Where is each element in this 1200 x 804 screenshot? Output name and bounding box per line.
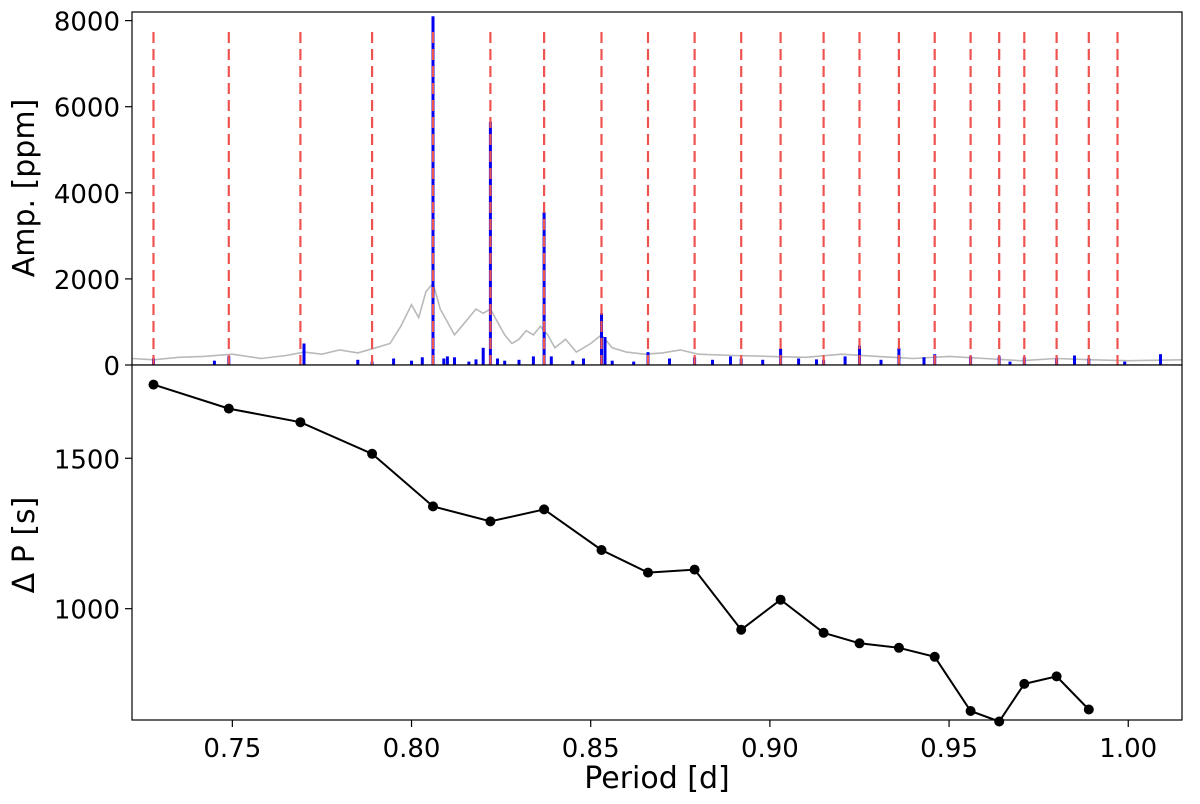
period-spacing-point	[689, 564, 700, 575]
period-spacing-point	[854, 638, 865, 649]
frequency-bar	[843, 356, 847, 365]
period-spacing-point	[148, 379, 159, 390]
frequency-bar	[445, 356, 449, 365]
frequency-bar	[517, 359, 521, 365]
period-marker-lines-layer	[152, 32, 1119, 365]
frequency-bar	[668, 358, 671, 365]
amplitude-ylabel: Amp. [ppm]	[7, 99, 42, 278]
period-x-ticks: 0.75 0.80 0.85 0.90 0.95 1.00	[203, 720, 1157, 764]
period-x-tick-label: 0.75	[203, 734, 261, 764]
amplitude-y-tick-label: 8000	[54, 8, 120, 38]
period-spacing-point	[736, 624, 747, 635]
period-spacing-point	[893, 642, 904, 653]
frequency-bar	[922, 357, 926, 365]
period-spacing-points-layer	[148, 379, 1094, 727]
period-spacing-ylabel: Δ P [s]	[7, 497, 42, 594]
frequency-bar	[549, 356, 553, 365]
period-spacing-point	[367, 448, 378, 459]
frequency-bar	[1073, 355, 1076, 365]
period-spacing-plot-area	[132, 365, 1182, 720]
frequency-bar	[392, 358, 396, 365]
amplitude-y-tick-label: 4000	[54, 180, 120, 210]
amplitude-y-ticks: 0 2000 4000 6000 8000	[54, 8, 132, 382]
frequency-bar	[571, 360, 575, 365]
period-spacing-y-ticks: 1000 1500	[54, 445, 132, 626]
period-spacing-point	[965, 706, 976, 716]
frequency-bar	[1123, 361, 1127, 365]
frequency-bar	[481, 347, 485, 365]
amplitude-y-tick-label: 6000	[54, 94, 120, 124]
period-spacing-y-tick-label: 1000	[54, 596, 120, 626]
frequency-bar	[879, 359, 883, 365]
period-spacing-y-tick-label: 1500	[54, 445, 120, 475]
period-spacing-point	[1083, 704, 1094, 715]
frequency-bar	[420, 357, 424, 365]
frequency-bar	[442, 358, 446, 365]
period-x-tick-label: 0.95	[920, 734, 978, 764]
period-spacing-point	[994, 716, 1005, 727]
period-spacing-point	[295, 417, 306, 428]
frequency-bar	[467, 361, 471, 365]
period-x-tick-label: 0.80	[383, 734, 441, 764]
frequency-bar	[797, 358, 801, 365]
frequency-bar	[729, 356, 732, 365]
period-spacing-point	[643, 567, 653, 578]
frequency-bar	[356, 359, 360, 365]
frequency-bar	[761, 359, 765, 365]
period-xlabel: Period [d]	[584, 761, 730, 796]
amplitude-y-tick-label: 0	[103, 352, 120, 382]
frequency-bar	[1008, 361, 1012, 365]
period-x-tick-label: 0.90	[741, 734, 799, 764]
frequency-bar	[496, 358, 499, 365]
frequency-bar	[815, 359, 818, 365]
period-spacing-point	[1051, 671, 1062, 682]
frequency-bar	[632, 361, 636, 365]
period-spacing-point	[596, 545, 607, 555]
period-spacing-point	[818, 627, 829, 638]
frequency-bar	[603, 337, 607, 365]
period-spacing-point	[223, 403, 234, 414]
period-spacing-point	[775, 594, 786, 605]
amplitude-panel: 0 2000 4000 6000 8000 Amp. [ppm]	[7, 8, 1183, 382]
period-spacing-frame	[131, 364, 1183, 721]
frequency-bar	[582, 358, 585, 365]
frequency-bar	[302, 343, 306, 365]
period-spacing-point	[929, 651, 940, 662]
frequency-bar	[531, 356, 535, 365]
period-x-tick-label: 0.85	[562, 734, 620, 764]
period-spacing-point	[539, 504, 550, 515]
amplitude-y-tick-label: 2000	[54, 266, 120, 296]
frequency-bar	[474, 359, 478, 365]
frequency-bar	[453, 357, 456, 365]
frequency-bar	[610, 360, 614, 365]
amplitude-plot-area	[132, 12, 1182, 365]
period-spacing-panel: 1000 1500 0.75 0.80 0.85 0.90 0.95 1.00 Δ P [s…	[7, 364, 1183, 796]
frequency-bar	[711, 359, 714, 365]
period-spacing-point	[485, 516, 496, 527]
frequency-bar	[212, 360, 216, 365]
frequency-bar	[1159, 354, 1162, 365]
frequency-bar	[503, 360, 507, 365]
period-x-tick-label: 1.00	[1099, 734, 1157, 764]
frequency-bar	[410, 360, 413, 365]
period-spacing-point	[1019, 678, 1030, 689]
period-spacing-point	[428, 501, 438, 512]
